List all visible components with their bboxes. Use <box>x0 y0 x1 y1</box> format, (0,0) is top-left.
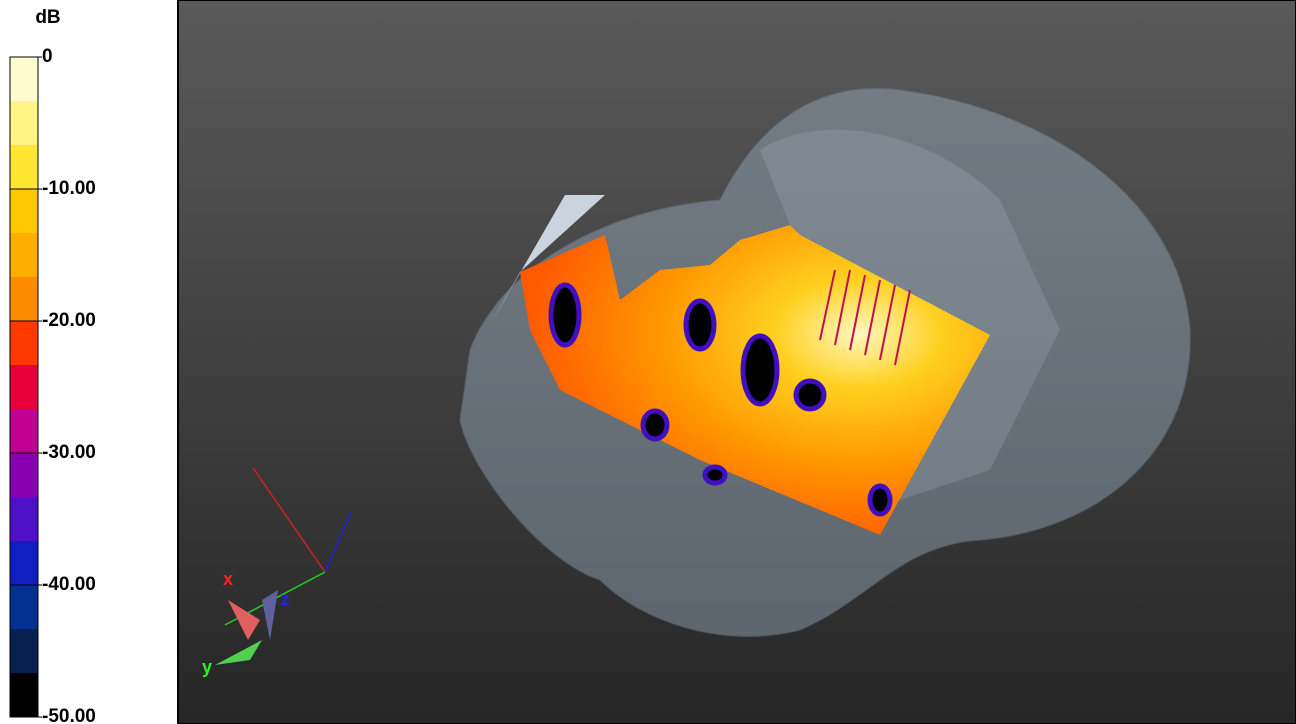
page: dB 0 -10.00 -20.00 -30.00 -40.00 -50.00 <box>0 0 1296 724</box>
colorbar-tick-label: 0 <box>42 46 53 67</box>
z-axis-label: z <box>281 589 290 609</box>
colorbar-band <box>10 409 38 454</box>
viewport[interactable]: x y z <box>178 0 1296 724</box>
colorbar-band <box>10 453 38 498</box>
colorbar-band <box>10 629 38 674</box>
colorbar-band <box>10 673 38 718</box>
y-axis-label: y <box>202 657 212 677</box>
colorbar-band <box>10 585 38 630</box>
colorbar-band <box>10 277 38 322</box>
colorbar-band <box>10 101 38 146</box>
colorbar-band <box>10 497 38 542</box>
colorbar-tick-label: -30.00 <box>42 442 96 463</box>
x-axis-label: x <box>223 569 233 589</box>
colorbar-tick-label: -20.00 <box>42 310 96 331</box>
colorbar-band <box>10 321 38 366</box>
colorbar-band <box>10 365 38 410</box>
colorbar-band <box>10 57 38 102</box>
colorbar-tick-label: -50.00 <box>42 706 96 724</box>
colorbar <box>10 57 38 718</box>
colorbar-tick-label: -40.00 <box>42 574 96 595</box>
colorbar-band <box>10 145 38 190</box>
colorbar-unit: dB <box>35 7 60 28</box>
colorbar-band <box>10 233 38 278</box>
colorbar-band <box>10 541 38 586</box>
colorbar-band <box>10 189 38 234</box>
colorbar-tick-label: -10.00 <box>42 178 96 199</box>
